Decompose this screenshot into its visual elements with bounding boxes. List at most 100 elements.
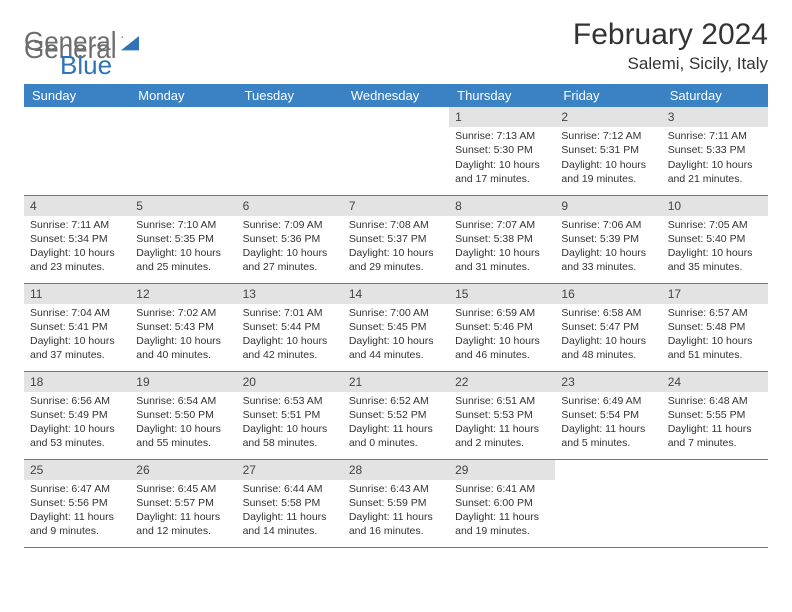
day-info: Sunrise: 6:59 AMSunset: 5:46 PMDaylight:… (455, 306, 549, 363)
day-number: 4 (24, 196, 130, 216)
day-number: 7 (343, 196, 449, 216)
day-number: 22 (449, 372, 555, 392)
calendar-row: 11Sunrise: 7:04 AMSunset: 5:41 PMDayligh… (24, 283, 768, 371)
calendar-table: SundayMondayTuesdayWednesdayThursdayFrid… (24, 84, 768, 548)
calendar-cell (555, 459, 661, 547)
day-info: Sunrise: 7:06 AMSunset: 5:39 PMDaylight:… (561, 218, 655, 275)
calendar-cell: 15Sunrise: 6:59 AMSunset: 5:46 PMDayligh… (449, 283, 555, 371)
weekday-header-row: SundayMondayTuesdayWednesdayThursdayFrid… (24, 84, 768, 107)
calendar-cell: 11Sunrise: 7:04 AMSunset: 5:41 PMDayligh… (24, 283, 130, 371)
calendar-cell: 17Sunrise: 6:57 AMSunset: 5:48 PMDayligh… (662, 283, 768, 371)
day-info: Sunrise: 6:45 AMSunset: 5:57 PMDaylight:… (136, 482, 230, 539)
day-number: 2 (555, 107, 661, 127)
day-number: 3 (662, 107, 768, 127)
day-number: 9 (555, 196, 661, 216)
day-number: 27 (237, 460, 343, 480)
day-info: Sunrise: 7:01 AMSunset: 5:44 PMDaylight:… (243, 306, 337, 363)
calendar-cell (24, 107, 130, 195)
calendar-cell: 16Sunrise: 6:58 AMSunset: 5:47 PMDayligh… (555, 283, 661, 371)
calendar-cell: 22Sunrise: 6:51 AMSunset: 5:53 PMDayligh… (449, 371, 555, 459)
day-info: Sunrise: 6:41 AMSunset: 6:00 PMDaylight:… (455, 482, 549, 539)
day-info: Sunrise: 6:53 AMSunset: 5:51 PMDaylight:… (243, 394, 337, 451)
weekday-header: Sunday (24, 84, 130, 107)
calendar-cell: 20Sunrise: 6:53 AMSunset: 5:51 PMDayligh… (237, 371, 343, 459)
day-info: Sunrise: 7:11 AMSunset: 5:34 PMDaylight:… (30, 218, 124, 275)
day-number: 6 (237, 196, 343, 216)
calendar-cell: 18Sunrise: 6:56 AMSunset: 5:49 PMDayligh… (24, 371, 130, 459)
day-number: 16 (555, 284, 661, 304)
day-number: 18 (24, 372, 130, 392)
calendar-cell: 27Sunrise: 6:44 AMSunset: 5:58 PMDayligh… (237, 459, 343, 547)
calendar-cell: 28Sunrise: 6:43 AMSunset: 5:59 PMDayligh… (343, 459, 449, 547)
location: Salemi, Sicily, Italy (573, 54, 768, 74)
day-number: 25 (24, 460, 130, 480)
calendar-cell: 6Sunrise: 7:09 AMSunset: 5:36 PMDaylight… (237, 195, 343, 283)
calendar-cell: 19Sunrise: 6:54 AMSunset: 5:50 PMDayligh… (130, 371, 236, 459)
day-number: 1 (449, 107, 555, 127)
calendar-row: 25Sunrise: 6:47 AMSunset: 5:56 PMDayligh… (24, 459, 768, 547)
day-number: 10 (662, 196, 768, 216)
calendar-cell: 23Sunrise: 6:49 AMSunset: 5:54 PMDayligh… (555, 371, 661, 459)
day-info: Sunrise: 7:08 AMSunset: 5:37 PMDaylight:… (349, 218, 443, 275)
calendar-cell (237, 107, 343, 195)
calendar-cell: 2Sunrise: 7:12 AMSunset: 5:31 PMDaylight… (555, 107, 661, 195)
day-info: Sunrise: 7:11 AMSunset: 5:33 PMDaylight:… (668, 129, 762, 186)
day-info: Sunrise: 7:07 AMSunset: 5:38 PMDaylight:… (455, 218, 549, 275)
day-info: Sunrise: 7:05 AMSunset: 5:40 PMDaylight:… (668, 218, 762, 275)
day-number: 11 (24, 284, 130, 304)
calendar-cell: 13Sunrise: 7:01 AMSunset: 5:44 PMDayligh… (237, 283, 343, 371)
weekday-header: Wednesday (343, 84, 449, 107)
day-info: Sunrise: 6:52 AMSunset: 5:52 PMDaylight:… (349, 394, 443, 451)
day-info: Sunrise: 7:10 AMSunset: 5:35 PMDaylight:… (136, 218, 230, 275)
day-info: Sunrise: 6:51 AMSunset: 5:53 PMDaylight:… (455, 394, 549, 451)
day-info: Sunrise: 7:12 AMSunset: 5:31 PMDaylight:… (561, 129, 655, 186)
calendar-row: 18Sunrise: 6:56 AMSunset: 5:49 PMDayligh… (24, 371, 768, 459)
day-info: Sunrise: 6:44 AMSunset: 5:58 PMDaylight:… (243, 482, 337, 539)
day-info: Sunrise: 6:47 AMSunset: 5:56 PMDaylight:… (30, 482, 124, 539)
day-info: Sunrise: 6:49 AMSunset: 5:54 PMDaylight:… (561, 394, 655, 451)
month-title: February 2024 (573, 18, 768, 52)
day-info: Sunrise: 7:13 AMSunset: 5:30 PMDaylight:… (455, 129, 549, 186)
day-number: 5 (130, 196, 236, 216)
day-number: 26 (130, 460, 236, 480)
day-number: 21 (343, 372, 449, 392)
day-number: 23 (555, 372, 661, 392)
day-number: 15 (449, 284, 555, 304)
calendar-body: 1Sunrise: 7:13 AMSunset: 5:30 PMDaylight… (24, 107, 768, 547)
weekday-header: Saturday (662, 84, 768, 107)
calendar-cell: 3Sunrise: 7:11 AMSunset: 5:33 PMDaylight… (662, 107, 768, 195)
day-number: 28 (343, 460, 449, 480)
title-block: February 2024 Salemi, Sicily, Italy (573, 18, 768, 74)
day-info: Sunrise: 7:09 AMSunset: 5:36 PMDaylight:… (243, 218, 337, 275)
day-info: Sunrise: 6:54 AMSunset: 5:50 PMDaylight:… (136, 394, 230, 451)
logo-text-blue: Blue (60, 50, 112, 81)
calendar-cell: 24Sunrise: 6:48 AMSunset: 5:55 PMDayligh… (662, 371, 768, 459)
weekday-header: Thursday (449, 84, 555, 107)
calendar-cell: 12Sunrise: 7:02 AMSunset: 5:43 PMDayligh… (130, 283, 236, 371)
calendar-cell: 8Sunrise: 7:07 AMSunset: 5:38 PMDaylight… (449, 195, 555, 283)
calendar-cell: 21Sunrise: 6:52 AMSunset: 5:52 PMDayligh… (343, 371, 449, 459)
calendar-cell: 4Sunrise: 7:11 AMSunset: 5:34 PMDaylight… (24, 195, 130, 283)
calendar-row: 1Sunrise: 7:13 AMSunset: 5:30 PMDaylight… (24, 107, 768, 195)
day-number: 13 (237, 284, 343, 304)
day-number: 12 (130, 284, 236, 304)
calendar-cell: 7Sunrise: 7:08 AMSunset: 5:37 PMDaylight… (343, 195, 449, 283)
day-number: 17 (662, 284, 768, 304)
calendar-row: 4Sunrise: 7:11 AMSunset: 5:34 PMDaylight… (24, 195, 768, 283)
calendar-cell: 10Sunrise: 7:05 AMSunset: 5:40 PMDayligh… (662, 195, 768, 283)
calendar-cell: 5Sunrise: 7:10 AMSunset: 5:35 PMDaylight… (130, 195, 236, 283)
day-number: 24 (662, 372, 768, 392)
calendar-cell: 25Sunrise: 6:47 AMSunset: 5:56 PMDayligh… (24, 459, 130, 547)
day-info: Sunrise: 6:48 AMSunset: 5:55 PMDaylight:… (668, 394, 762, 451)
weekday-header: Tuesday (237, 84, 343, 107)
calendar-cell (343, 107, 449, 195)
weekday-header: Friday (555, 84, 661, 107)
day-info: Sunrise: 7:04 AMSunset: 5:41 PMDaylight:… (30, 306, 124, 363)
day-number: 8 (449, 196, 555, 216)
day-info: Sunrise: 7:00 AMSunset: 5:45 PMDaylight:… (349, 306, 443, 363)
calendar-cell (130, 107, 236, 195)
calendar-cell: 9Sunrise: 7:06 AMSunset: 5:39 PMDaylight… (555, 195, 661, 283)
calendar-cell (662, 459, 768, 547)
weekday-header: Monday (130, 84, 236, 107)
calendar-cell: 14Sunrise: 7:00 AMSunset: 5:45 PMDayligh… (343, 283, 449, 371)
